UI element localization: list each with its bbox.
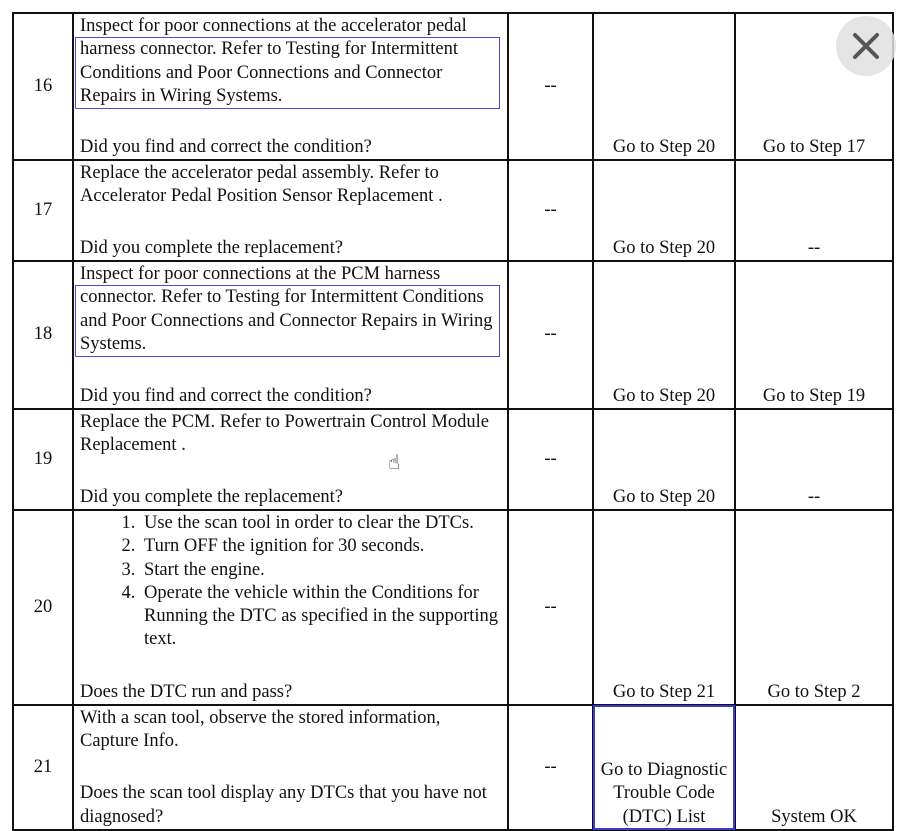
action-text: With a scan tool, observe the stored inf… <box>80 708 441 752</box>
action-text: Inspect for poor connections at the PCM … <box>80 264 441 284</box>
question: Does the scan tool display any DTCs that… <box>80 783 487 827</box>
step-number: 16 <box>12 12 74 161</box>
action-text: Replace the PCM. Refer to Powertrain Con… <box>80 412 489 456</box>
value-cell: -- <box>507 159 594 262</box>
table-row: 19 Replace the PCM. Refer to Powertrain … <box>12 408 894 511</box>
hand-pointer-icon: ☝ <box>388 450 401 474</box>
action-cell: Use the scan tool in order to clear the … <box>72 509 509 706</box>
close-icon <box>853 33 879 59</box>
action-text: Replace the accelerator pedal assembly. … <box>80 163 443 207</box>
no-cell: -- <box>734 159 894 262</box>
no-cell: -- <box>734 408 894 511</box>
action-cell: Inspect for poor connections at the PCM … <box>72 260 509 410</box>
table-row: 20 Use the scan tool in order to clear t… <box>12 509 894 706</box>
list-item: Use the scan tool in order to clear the … <box>140 512 501 535</box>
no-cell: Go to Step 17 <box>734 12 894 161</box>
yes-cell: Go to Step 21 <box>592 509 736 706</box>
action-cell: With a scan tool, observe the stored inf… <box>72 704 509 831</box>
no-cell: System OK <box>734 704 894 831</box>
action-cell: Inspect for poor connections at the acce… <box>72 12 509 161</box>
value-cell: -- <box>507 12 594 161</box>
action-cell: Replace the accelerator pedal assembly. … <box>72 159 509 262</box>
table-row: 21 With a scan tool, observe the stored … <box>12 704 894 831</box>
action-cell: Replace the PCM. Refer to Powertrain Con… <box>72 408 509 511</box>
testing-intermittent-link[interactable]: harness connector. Refer to Testing for … <box>75 37 500 110</box>
step-number: 17 <box>12 159 74 262</box>
question: Does the DTC run and pass? <box>80 681 293 702</box>
list-item: Turn OFF the ignition for 30 seconds. <box>140 535 501 558</box>
value-cell: -- <box>507 408 594 511</box>
yes-cell: Go to Step 20 <box>592 260 736 410</box>
table-row: 16 Inspect for poor connections at the a… <box>12 12 894 161</box>
value-cell: -- <box>507 509 594 706</box>
table-row: 18 Inspect for poor connections at the P… <box>12 260 894 410</box>
question: Did you find and correct the condition? <box>80 136 372 157</box>
question: Did you find and correct the condition? <box>80 385 372 406</box>
action-text: Inspect for poor connections at the acce… <box>80 16 467 36</box>
dtc-list-link[interactable]: Go to Diagnostic Trouble Code (DTC) List <box>592 704 736 831</box>
step-number: 18 <box>12 260 74 410</box>
step-number: 19 <box>12 408 74 511</box>
yes-cell: Go to Step 20 <box>592 12 736 161</box>
diagnostic-table: 16 Inspect for poor connections at the a… <box>12 12 894 831</box>
question: Did you complete the replacement? <box>80 237 344 258</box>
value-cell: -- <box>507 260 594 410</box>
question: Did you complete the replacement? <box>80 486 344 507</box>
yes-cell: Go to Step 20 <box>592 159 736 262</box>
step-number: 21 <box>12 704 74 831</box>
yes-cell: Go to Step 20 <box>592 408 736 511</box>
step-number: 20 <box>12 509 74 706</box>
no-cell: Go to Step 2 <box>734 509 894 706</box>
table-row: 17 Replace the accelerator pedal assembl… <box>12 159 894 262</box>
no-cell: Go to Step 19 <box>734 260 894 410</box>
list-item: Start the engine. <box>140 559 501 582</box>
close-button[interactable] <box>836 16 896 76</box>
list-item: Operate the vehicle within the Condition… <box>140 582 501 652</box>
value-cell: -- <box>507 704 594 831</box>
testing-intermittent-link[interactable]: connector. Refer to Testing for Intermit… <box>75 285 500 358</box>
procedure-list: Use the scan tool in order to clear the … <box>80 512 501 652</box>
